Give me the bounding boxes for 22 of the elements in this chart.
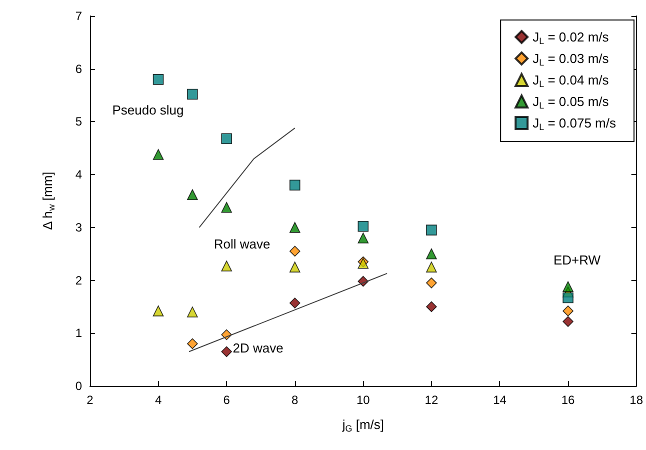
x-tick-label: 10: [356, 393, 370, 407]
x-tick-label: 2: [86, 393, 94, 407]
y-tick-label: 2: [75, 273, 82, 288]
x-tick-label: 18: [630, 393, 644, 407]
y-tick-label: 4: [75, 168, 82, 182]
annotation: Pseudo slug: [112, 102, 184, 118]
y-tick-label: 0: [75, 379, 82, 393]
y-tick-label: 7: [75, 9, 82, 23]
x-tick-label: 6: [223, 393, 230, 407]
y-tick-label: 1: [75, 326, 82, 340]
y-tick-label: 3: [75, 220, 82, 234]
x-tick-label: 8: [292, 393, 299, 407]
x-tick-label: 4: [154, 393, 162, 407]
y-tick-label: 6: [75, 62, 82, 76]
annotation: 2D wave: [232, 340, 284, 356]
x-tick-label: 14: [493, 393, 507, 407]
y-axis-title: Δ hw [mm]: [40, 172, 56, 230]
y-tick-label: 5: [75, 114, 82, 129]
annotation: ED+RW: [553, 252, 602, 268]
annotation: Roll wave: [214, 236, 270, 252]
x-tick-label: 12: [424, 393, 438, 407]
x-tick-label: 16: [561, 393, 576, 407]
